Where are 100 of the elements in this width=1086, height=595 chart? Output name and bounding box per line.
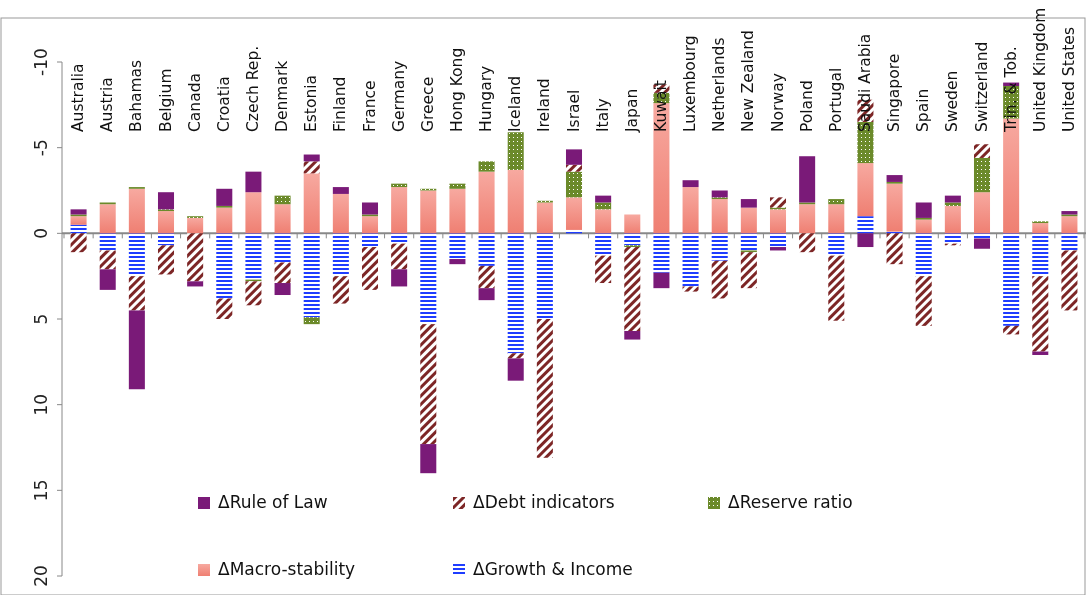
bar [99, 204, 116, 234]
bar [274, 283, 291, 296]
bar [478, 265, 495, 289]
bar [536, 202, 553, 234]
bar [682, 286, 699, 292]
bar [128, 188, 145, 234]
bar [595, 209, 612, 234]
bar [245, 192, 262, 234]
bar [769, 197, 787, 208]
bar [507, 233, 524, 354]
x-tick-label: Canada [185, 73, 204, 132]
bar [478, 171, 495, 234]
x-tick-label: Hungary [477, 65, 496, 132]
bar [565, 164, 583, 172]
bar [507, 169, 524, 234]
bar [420, 190, 437, 234]
bar [1003, 233, 1020, 326]
bar [391, 187, 408, 234]
bar [99, 250, 116, 270]
bar [973, 238, 991, 249]
bar [507, 353, 524, 359]
bar [915, 202, 932, 218]
x-tick-label: Hong Kong [447, 47, 466, 132]
bar [944, 233, 961, 244]
bar [361, 202, 379, 215]
y-tick-label: -10 [31, 48, 51, 76]
x-tick-label: Japan [622, 88, 641, 133]
bar [274, 195, 291, 205]
bar [711, 199, 728, 234]
bar [973, 144, 991, 158]
bar [449, 183, 466, 189]
x-tick-label: Bahamas [127, 59, 146, 132]
bar [565, 197, 583, 230]
bar [828, 233, 845, 256]
y-tick-label: 20 [31, 565, 51, 587]
bar [915, 276, 932, 326]
bar [99, 269, 116, 290]
bar [303, 161, 320, 174]
bar [1061, 233, 1078, 251]
bar [303, 233, 320, 318]
bar [478, 288, 495, 301]
x-tick-label: Germany [389, 60, 408, 132]
bar [565, 149, 583, 165]
bar [857, 163, 874, 217]
bar [624, 214, 641, 234]
bar [187, 281, 204, 287]
bar [624, 330, 641, 340]
x-tick-label: Finland [331, 76, 350, 132]
bar [361, 247, 379, 290]
legend-label: ΔReserve ratio [728, 492, 853, 512]
bar [1032, 233, 1049, 277]
bar [595, 202, 612, 210]
y-tick-label: -5 [31, 139, 51, 157]
bar [157, 245, 175, 275]
bar [303, 173, 320, 234]
bar [303, 317, 320, 325]
x-tick-label: Norway [768, 73, 787, 132]
x-tick-label: Austria [98, 77, 117, 132]
bar [973, 192, 991, 234]
bar [478, 161, 495, 172]
bar [216, 233, 233, 299]
bar [682, 187, 699, 234]
bar [332, 233, 349, 277]
bar [536, 233, 553, 319]
bar [216, 188, 233, 206]
x-tick-label: Netherlands [710, 37, 729, 132]
bar [70, 233, 87, 253]
bar [99, 233, 116, 251]
x-tick-label: Trin. & Tob. [1001, 46, 1020, 133]
bar [769, 233, 787, 248]
bar [799, 156, 816, 203]
bar [245, 281, 262, 306]
bar [915, 233, 932, 277]
bar [70, 224, 87, 234]
bar [157, 192, 175, 210]
bar [1061, 216, 1078, 234]
bar [449, 259, 466, 265]
bar [740, 252, 757, 289]
x-tick-label: Belgium [156, 68, 175, 132]
y-tick-label: 0 [31, 227, 51, 239]
bar [711, 233, 728, 261]
bar [653, 272, 670, 289]
bar [828, 204, 845, 234]
bar [245, 171, 262, 193]
x-tick-label: Luxembourg [681, 35, 700, 132]
bar [740, 207, 757, 234]
bar [595, 255, 612, 284]
bar [157, 211, 175, 234]
x-tick-label: Australia [69, 63, 88, 132]
bar [828, 199, 845, 205]
bar [857, 216, 874, 234]
x-tick-label: Singapore [885, 53, 904, 132]
bar [274, 262, 291, 284]
x-tick-label: Saudi Arabia [855, 33, 874, 132]
x-tick-label: United Kingdom [1030, 7, 1049, 132]
x-tick-label: Portugal [826, 67, 845, 132]
bar [420, 324, 437, 445]
y-tick-label: 10 [31, 393, 51, 416]
bar [187, 217, 204, 234]
bar [565, 171, 583, 198]
